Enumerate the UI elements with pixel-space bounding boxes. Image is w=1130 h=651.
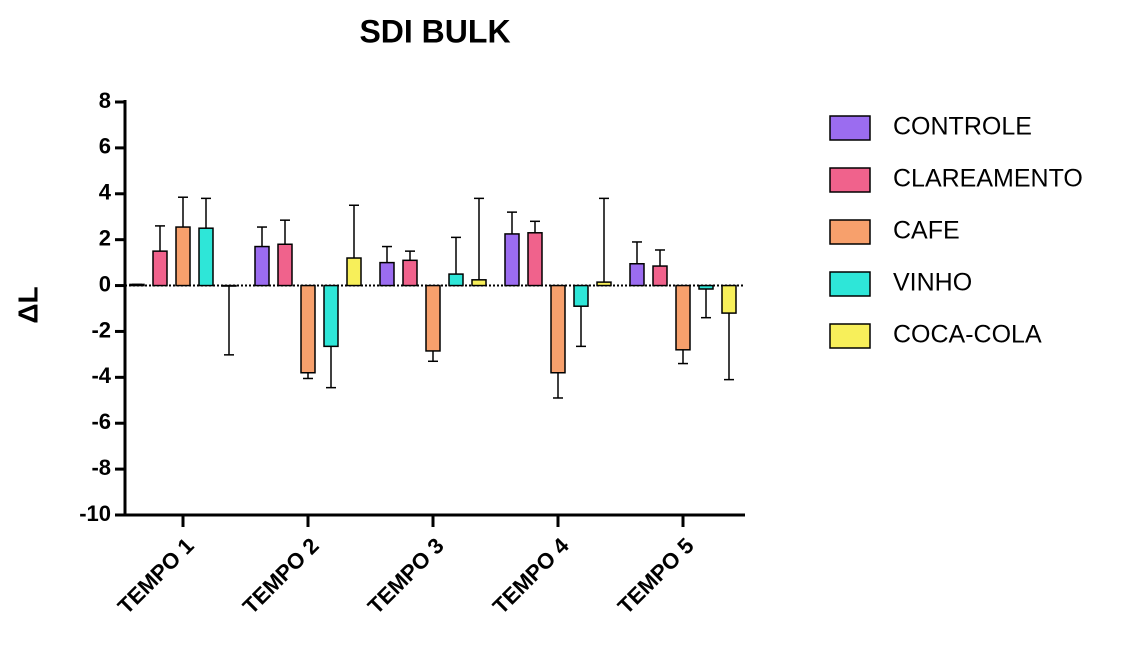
legend-label: VINHO xyxy=(893,269,972,297)
y-tick-label: -10 xyxy=(79,501,111,526)
y-tick-label: -4 xyxy=(91,363,111,388)
bar xyxy=(675,284,691,351)
error-bar xyxy=(576,306,586,348)
bar xyxy=(698,284,714,290)
bar xyxy=(448,273,464,287)
error-bar xyxy=(178,196,188,228)
error-bar xyxy=(349,204,359,259)
y-tick-label: -8 xyxy=(91,455,111,480)
error-bar xyxy=(474,197,484,280)
legend-swatch xyxy=(829,271,871,297)
y-axis-label: ΔL xyxy=(12,286,43,323)
bar xyxy=(175,226,191,287)
bar xyxy=(379,261,395,287)
bar xyxy=(277,243,293,287)
error-bar xyxy=(599,197,609,283)
error-bar xyxy=(701,288,711,319)
error-bar xyxy=(724,313,734,381)
bar xyxy=(221,284,237,287)
x-tick-label: TEMPO 5 xyxy=(613,533,699,619)
chart-title: SDI BULK xyxy=(359,13,510,49)
error-bar xyxy=(553,372,563,399)
x-tick-label: TEMPO 2 xyxy=(238,533,324,619)
bar xyxy=(152,250,168,287)
bar xyxy=(596,281,612,287)
x-tick-label: TEMPO 3 xyxy=(363,533,449,619)
error-bar xyxy=(257,226,267,247)
error-bar xyxy=(326,346,336,389)
error-bar xyxy=(530,220,540,233)
bar xyxy=(254,245,270,287)
x-tick-label: TEMPO 1 xyxy=(113,533,199,619)
y-tick-label: 0 xyxy=(99,271,111,296)
bar xyxy=(629,263,645,287)
error-bar xyxy=(451,236,461,275)
legend-swatch xyxy=(829,323,871,349)
y-tick-label: 8 xyxy=(99,88,111,113)
error-bar xyxy=(678,349,688,365)
error-bar xyxy=(224,286,234,356)
error-bar xyxy=(507,211,517,234)
legend-label: CAFE xyxy=(893,217,960,245)
error-bar xyxy=(655,249,665,267)
bar xyxy=(471,279,487,287)
bar xyxy=(504,233,520,287)
bar xyxy=(198,227,214,287)
error-bar xyxy=(405,250,415,261)
legend-label: CLAREAMENTO xyxy=(893,165,1083,193)
bar xyxy=(346,257,362,287)
bar xyxy=(425,284,441,352)
bar xyxy=(527,232,543,287)
error-bar xyxy=(280,219,290,245)
legend-swatch xyxy=(829,115,871,141)
bar xyxy=(402,259,418,287)
y-tick-label: -6 xyxy=(91,409,111,434)
error-bar xyxy=(303,372,313,380)
bar xyxy=(300,284,316,374)
bar xyxy=(550,284,566,374)
x-tick-label: TEMPO 4 xyxy=(488,532,575,619)
y-tick-label: 6 xyxy=(99,134,111,159)
bar xyxy=(573,284,589,307)
error-bar xyxy=(201,197,211,229)
error-bar xyxy=(382,245,392,263)
y-tick-label: 4 xyxy=(99,180,112,205)
bar xyxy=(721,284,737,314)
y-tick-label: -2 xyxy=(91,317,111,342)
error-bar xyxy=(632,241,642,264)
legend-swatch xyxy=(829,167,871,193)
error-bar xyxy=(428,350,438,363)
bar xyxy=(652,265,668,287)
bar xyxy=(323,284,339,348)
legend-swatch xyxy=(829,219,871,245)
y-tick-label: 2 xyxy=(99,225,111,250)
error-bar xyxy=(155,225,165,252)
legend-label: CONTROLE xyxy=(893,113,1032,141)
legend-label: COCA-COLA xyxy=(893,321,1042,349)
